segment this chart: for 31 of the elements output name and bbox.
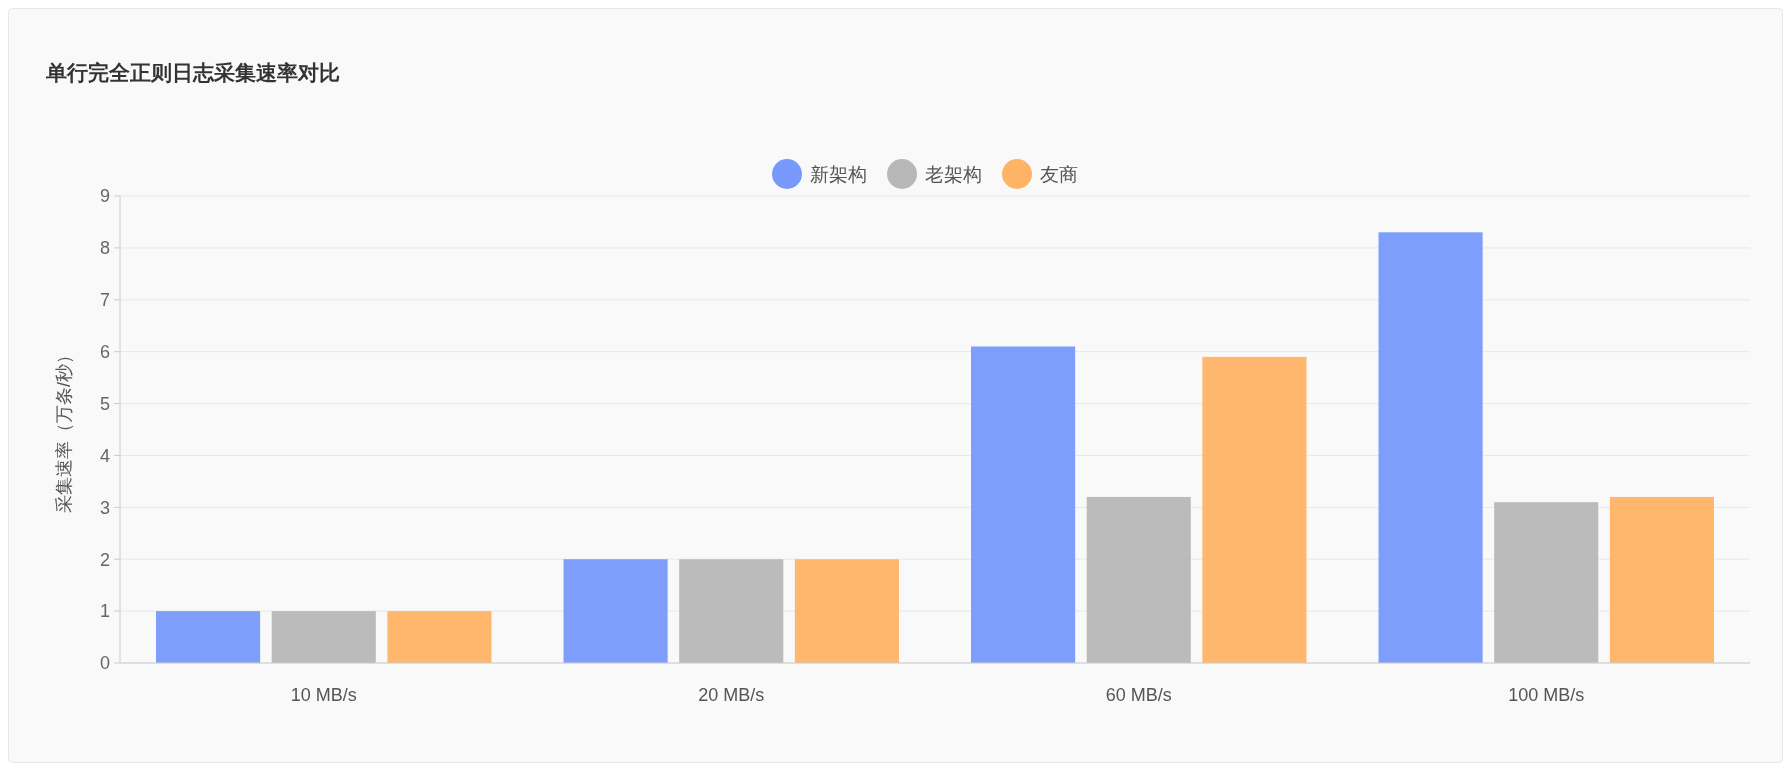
bar <box>1494 502 1599 663</box>
legend-label: 老架构 <box>925 163 982 185</box>
bar <box>271 611 376 663</box>
bar <box>156 611 261 663</box>
bar <box>563 559 668 663</box>
y-tick-label: 0 <box>99 653 110 674</box>
y-tick-label: 6 <box>99 341 110 362</box>
y-tick-label: 8 <box>99 238 110 259</box>
y-tick-label: 7 <box>99 290 110 311</box>
x-tick-label: 20 MB/s <box>698 685 765 705</box>
y-tick-label: 2 <box>99 549 110 570</box>
bar <box>1378 232 1483 663</box>
bar <box>1202 356 1307 663</box>
bar <box>679 559 784 663</box>
bar <box>971 346 1076 663</box>
x-tick-label: 100 MB/s <box>1508 685 1585 705</box>
y-tick-label: 4 <box>99 445 110 466</box>
legend-label: 新架构 <box>810 163 867 185</box>
legend-label: 友商 <box>1040 163 1078 185</box>
y-tick-label: 1 <box>99 601 110 622</box>
x-tick-label: 60 MB/s <box>1105 685 1172 705</box>
chart-title: 单行完全正则日志采集速率对比 <box>45 61 340 84</box>
y-tick-label: 9 <box>99 186 110 207</box>
y-tick-label: 5 <box>99 393 110 414</box>
bar <box>1086 496 1191 663</box>
bar <box>387 611 492 663</box>
x-tick-label: 10 MB/s <box>290 685 357 705</box>
y-axis-title: 采集速率（万条/秒） <box>54 345 74 514</box>
y-tick-label: 3 <box>99 497 110 518</box>
bar <box>794 559 899 663</box>
bar <box>1609 496 1714 663</box>
